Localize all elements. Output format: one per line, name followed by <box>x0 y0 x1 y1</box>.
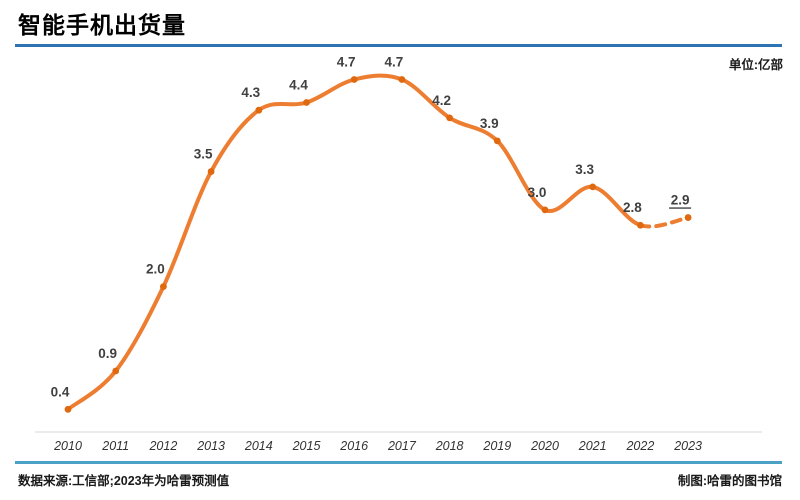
data-point-2014 <box>255 106 263 114</box>
x-axis-label-2019: 2019 <box>482 439 511 453</box>
value-label-2018: 4.2 <box>432 93 451 108</box>
chart-credit: 制图:哈雷的图书馆 <box>677 474 782 488</box>
value-label-2016: 4.7 <box>337 55 356 70</box>
value-label-2011: 0.9 <box>98 346 117 361</box>
line-segment <box>66 368 118 412</box>
x-axis-label-2014: 2014 <box>244 439 273 453</box>
line-segment-forecast-dashed <box>638 215 691 229</box>
x-axis-label-2013: 2013 <box>196 439 225 453</box>
x-axis-label-2018: 2018 <box>435 439 464 453</box>
title-divider <box>15 44 782 47</box>
x-axis-label-2015: 2015 <box>292 439 321 453</box>
data-source-note: 数据来源:工信部;2023年为哈雷预测值 <box>18 474 230 488</box>
line-segment <box>352 73 404 82</box>
data-point-2019 <box>493 137 501 145</box>
line-segment <box>590 184 643 228</box>
x-axis-label-2023: 2023 <box>673 439 702 453</box>
x-axis-label-2016: 2016 <box>339 439 368 453</box>
x-axis-label-2012: 2012 <box>148 439 177 453</box>
value-label-2010: 0.4 <box>51 384 70 399</box>
value-label-2019: 3.9 <box>480 116 499 131</box>
line-segment <box>304 77 357 105</box>
value-label-2013: 3.5 <box>194 147 213 162</box>
line-segment <box>399 77 452 120</box>
x-axis-label-2017: 2017 <box>387 439 417 453</box>
line-segment <box>447 115 500 143</box>
line-segment <box>256 100 309 113</box>
x-axis-label-2021: 2021 <box>578 439 607 453</box>
data-point-2020 <box>541 206 549 214</box>
data-point-2021 <box>589 183 597 191</box>
value-label-2023: 2.9 <box>671 193 690 208</box>
data-point-2012 <box>160 283 167 290</box>
value-label-2012: 2.0 <box>146 262 165 277</box>
x-axis-label-2022: 2022 <box>625 439 654 453</box>
line-segment <box>209 108 261 174</box>
data-point-2011 <box>112 367 120 375</box>
data-point-2013 <box>207 168 215 175</box>
data-point-2022 <box>637 221 644 229</box>
page-title: 智能手机出货量 <box>18 12 186 38</box>
value-label-2020: 3.0 <box>528 185 547 200</box>
data-point-2023 <box>684 214 692 221</box>
line-segment <box>543 184 595 214</box>
line-segment <box>495 138 547 212</box>
data-point-2010 <box>64 405 72 413</box>
data-point-2017 <box>398 76 406 83</box>
value-label-2022: 2.8 <box>623 200 642 215</box>
line-segment <box>161 169 214 289</box>
data-point-2015 <box>303 99 310 106</box>
x-axis-label-2020: 2020 <box>530 439 559 453</box>
x-axis-label-2010: 2010 <box>53 439 82 453</box>
footer-divider <box>15 461 782 464</box>
value-label-2015: 4.4 <box>289 78 308 93</box>
value-label-2021: 3.3 <box>575 162 594 177</box>
x-axis-label-2011: 2011 <box>101 439 129 453</box>
data-point-2016 <box>350 76 358 83</box>
value-label-2017: 4.7 <box>385 55 404 70</box>
value-label-2014: 4.3 <box>241 85 260 100</box>
unit-label: 单位:亿部 <box>728 58 783 72</box>
line-segment <box>113 284 166 373</box>
data-point-2018 <box>446 114 453 122</box>
